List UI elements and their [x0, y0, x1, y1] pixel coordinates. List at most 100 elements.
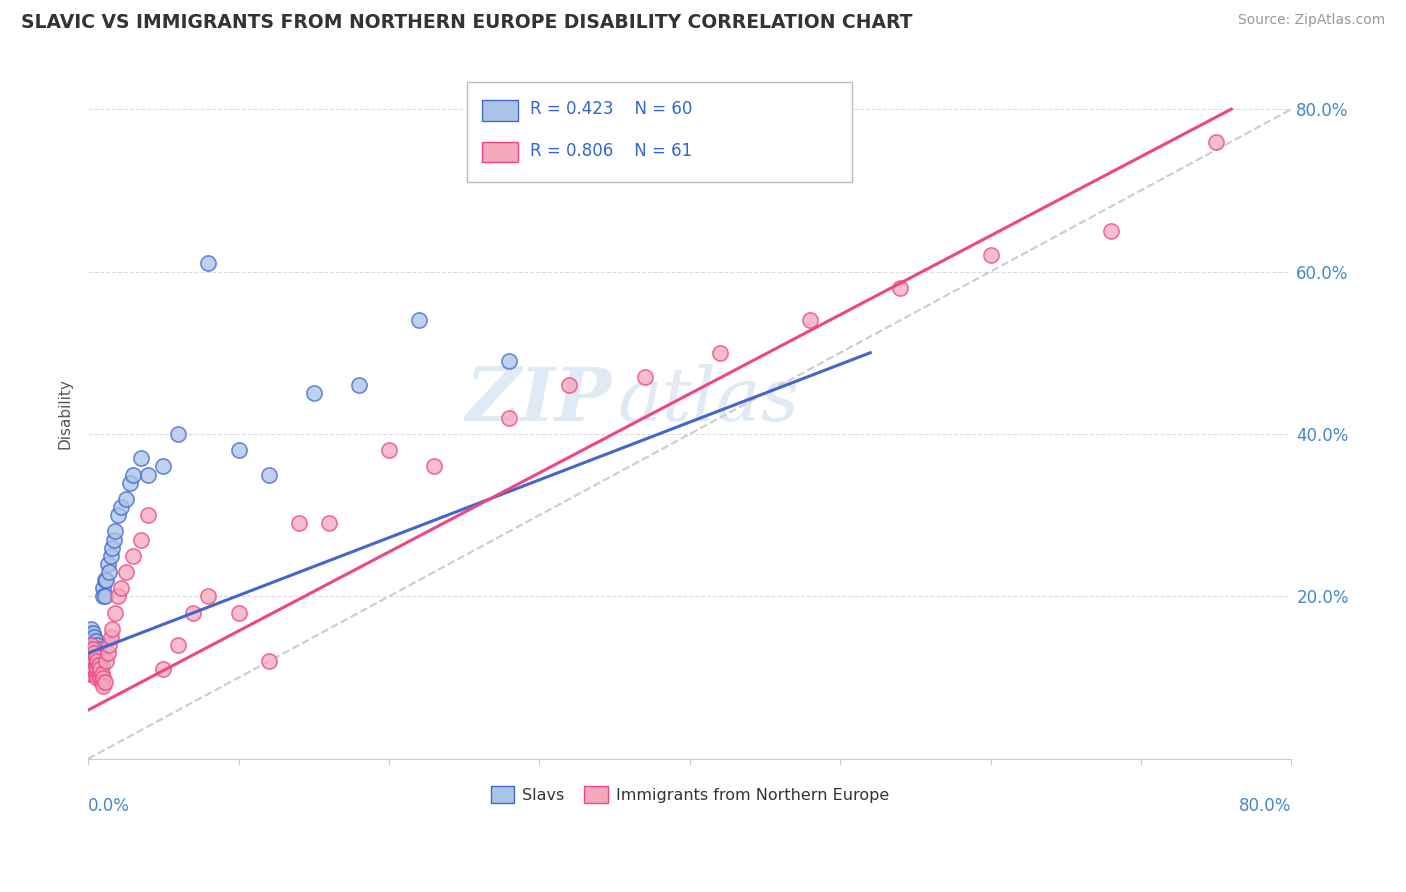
Point [82, 626, 104, 640]
Text: Source: ZipAtlas.com: Source: ZipAtlas.com [1237, 13, 1385, 28]
Point [257, 654, 280, 668]
FancyBboxPatch shape [467, 82, 852, 182]
Point [110, 500, 132, 514]
Point [110, 581, 132, 595]
Point [114, 491, 136, 506]
Point [197, 256, 219, 270]
Point [82, 642, 104, 657]
Point [79, 650, 101, 665]
Point [257, 467, 280, 482]
Point [302, 386, 325, 401]
Legend: Slavs, Immigrants from Northern Europe: Slavs, Immigrants from Northern Europe [484, 780, 896, 809]
Point [89, 671, 111, 685]
Point [82, 634, 104, 648]
Point [83, 630, 105, 644]
Point [84, 642, 107, 657]
Text: ZIP: ZIP [465, 364, 612, 436]
Bar [482, 100, 517, 121]
Text: R = 0.423    N = 60: R = 0.423 N = 60 [530, 100, 692, 119]
Point [799, 313, 821, 327]
Point [87, 658, 110, 673]
Point [83, 638, 105, 652]
Point [80, 646, 103, 660]
Point [980, 248, 1002, 262]
Point [93, 590, 115, 604]
Point [80, 638, 103, 652]
Point [80, 654, 103, 668]
Point [80, 622, 103, 636]
Point [86, 663, 108, 677]
Point [498, 410, 520, 425]
Point [90, 658, 112, 673]
Point [86, 654, 108, 668]
Point [84, 658, 107, 673]
Text: 80.0%: 80.0% [1239, 797, 1292, 814]
Point [87, 642, 110, 657]
Point [103, 533, 125, 547]
Point [91, 679, 114, 693]
Point [122, 467, 145, 482]
Point [82, 666, 104, 681]
Point [89, 663, 111, 677]
Point [318, 516, 340, 531]
Point [83, 654, 105, 668]
Y-axis label: Disability: Disability [58, 378, 72, 449]
Bar [482, 142, 517, 162]
Point [79, 666, 101, 681]
Point [90, 674, 112, 689]
Point [84, 650, 107, 665]
Point [104, 606, 127, 620]
Point [84, 658, 107, 673]
Text: R = 0.806    N = 61: R = 0.806 N = 61 [530, 142, 692, 160]
Point [120, 475, 142, 490]
Point [129, 533, 152, 547]
Point [86, 646, 108, 660]
Point [408, 313, 430, 327]
Point [98, 565, 121, 579]
Point [129, 451, 152, 466]
Point [100, 549, 122, 563]
Point [86, 671, 108, 685]
Point [83, 663, 105, 677]
Point [152, 459, 174, 474]
Point [889, 281, 911, 295]
Point [87, 658, 110, 673]
Point [82, 642, 104, 657]
Text: 0.0%: 0.0% [89, 797, 129, 814]
Point [83, 646, 105, 660]
Point [347, 378, 370, 392]
Point [79, 642, 101, 657]
Point [79, 626, 101, 640]
Point [136, 508, 159, 523]
Point [114, 565, 136, 579]
Point [91, 590, 114, 604]
Point [84, 666, 107, 681]
Text: atlas: atlas [617, 364, 800, 436]
Point [80, 654, 103, 668]
Point [89, 654, 111, 668]
Point [80, 646, 103, 660]
Point [91, 581, 114, 595]
Point [84, 666, 107, 681]
Point [82, 658, 104, 673]
Point [98, 638, 121, 652]
Point [378, 443, 401, 458]
Point [101, 622, 124, 636]
Point [79, 634, 101, 648]
Point [83, 654, 105, 668]
Point [101, 541, 124, 555]
Point [183, 606, 205, 620]
Point [90, 650, 112, 665]
Point [82, 650, 104, 665]
Point [93, 573, 115, 587]
Point [634, 370, 657, 384]
Point [498, 354, 520, 368]
Point [122, 549, 145, 563]
Point [167, 638, 190, 652]
Point [80, 630, 103, 644]
Point [558, 378, 581, 392]
Point [228, 443, 250, 458]
Point [84, 634, 107, 648]
Point [82, 658, 104, 673]
Point [83, 646, 105, 660]
